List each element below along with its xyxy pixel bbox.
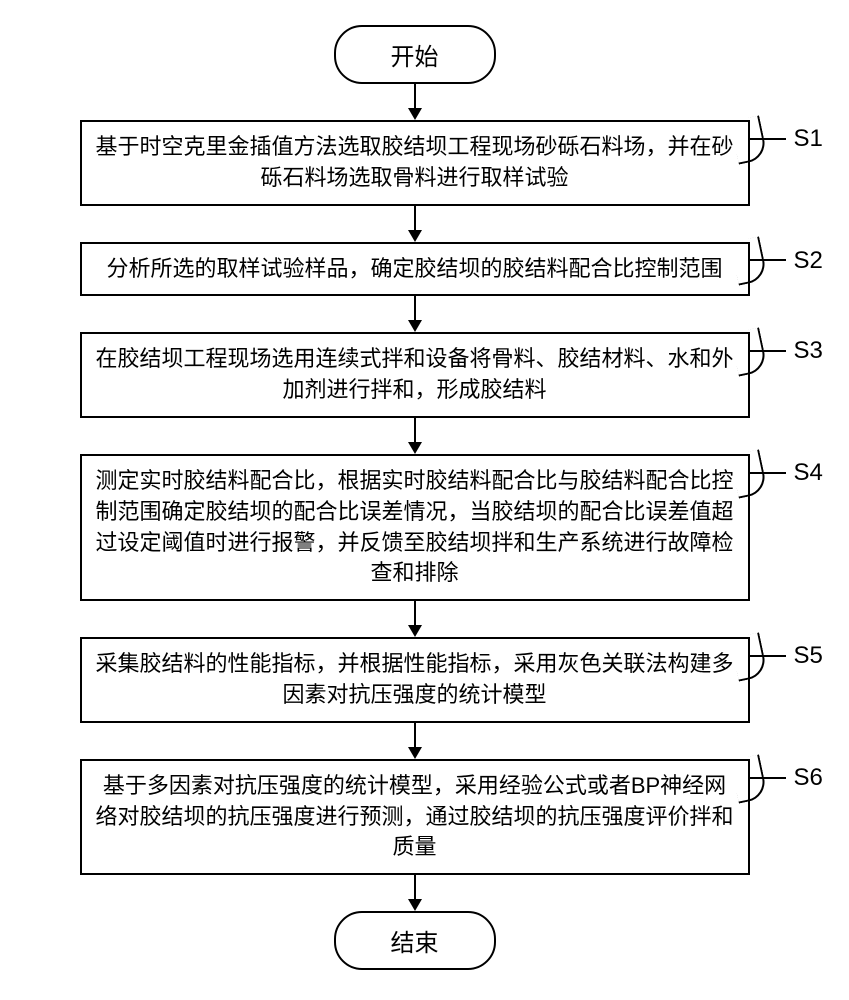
flowchart-container: 开始 基于时空克里金插值方法选取胶结坝工程现场砂砾石料场，并在砂砾石料场选取骨料… — [0, 0, 849, 970]
process-text: 在胶结坝工程现场选用连续式拌和设备将骨料、胶结材料、水和外加剂进行拌和，形成胶结… — [96, 346, 734, 402]
step-label-s1: S1 — [748, 122, 823, 156]
process-text: 分析所选的取样试验样品，确定胶结坝的胶结料配合比控制范围 — [106, 256, 722, 281]
step-label-s5: S5 — [748, 639, 823, 673]
step-label-s2: S2 — [748, 244, 823, 278]
process-text: 基于多因素对抗压强度的统计模型，采用经验公式或者BP神经网络对胶结坝的抗压强度进… — [96, 773, 734, 860]
process-step-3: 在胶结坝工程现场选用连续式拌和设备将骨料、胶结材料、水和外加剂进行拌和，形成胶结… — [80, 332, 750, 418]
arrow — [408, 84, 422, 120]
end-terminal: 结束 — [334, 911, 496, 970]
step-label-s6: S6 — [748, 761, 823, 795]
process-text: 测定实时胶结料配合比，根据实时胶结料配合比与胶结料配合比控制范围确定胶结坝的配合… — [96, 468, 734, 585]
arrow — [408, 296, 422, 332]
arrow — [408, 418, 422, 454]
arrow — [408, 875, 422, 911]
process-step-2: 分析所选的取样试验样品，确定胶结坝的胶结料配合比控制范围 S2 — [80, 242, 750, 297]
process-step-5: 采集胶结料的性能指标，并根据性能指标，采用灰色关联法构建多因素对抗压强度的统计模… — [80, 637, 750, 723]
arrow — [408, 723, 422, 759]
process-step-6: 基于多因素对抗压强度的统计模型，采用经验公式或者BP神经网络对胶结坝的抗压强度进… — [80, 759, 750, 875]
start-terminal: 开始 — [334, 25, 496, 84]
arrow — [408, 206, 422, 242]
process-text: 基于时空克里金插值方法选取胶结坝工程现场砂砾石料场，并在砂砾石料场选取骨料进行取… — [96, 134, 734, 190]
process-step-1: 基于时空克里金插值方法选取胶结坝工程现场砂砾石料场，并在砂砾石料场选取骨料进行取… — [80, 120, 750, 206]
arrow — [408, 601, 422, 637]
process-text: 采集胶结料的性能指标，并根据性能指标，采用灰色关联法构建多因素对抗压强度的统计模… — [96, 651, 734, 707]
step-label-s3: S3 — [748, 334, 823, 368]
step-label-s4: S4 — [748, 456, 823, 490]
process-step-4: 测定实时胶结料配合比，根据实时胶结料配合比与胶结料配合比控制范围确定胶结坝的配合… — [80, 454, 750, 601]
